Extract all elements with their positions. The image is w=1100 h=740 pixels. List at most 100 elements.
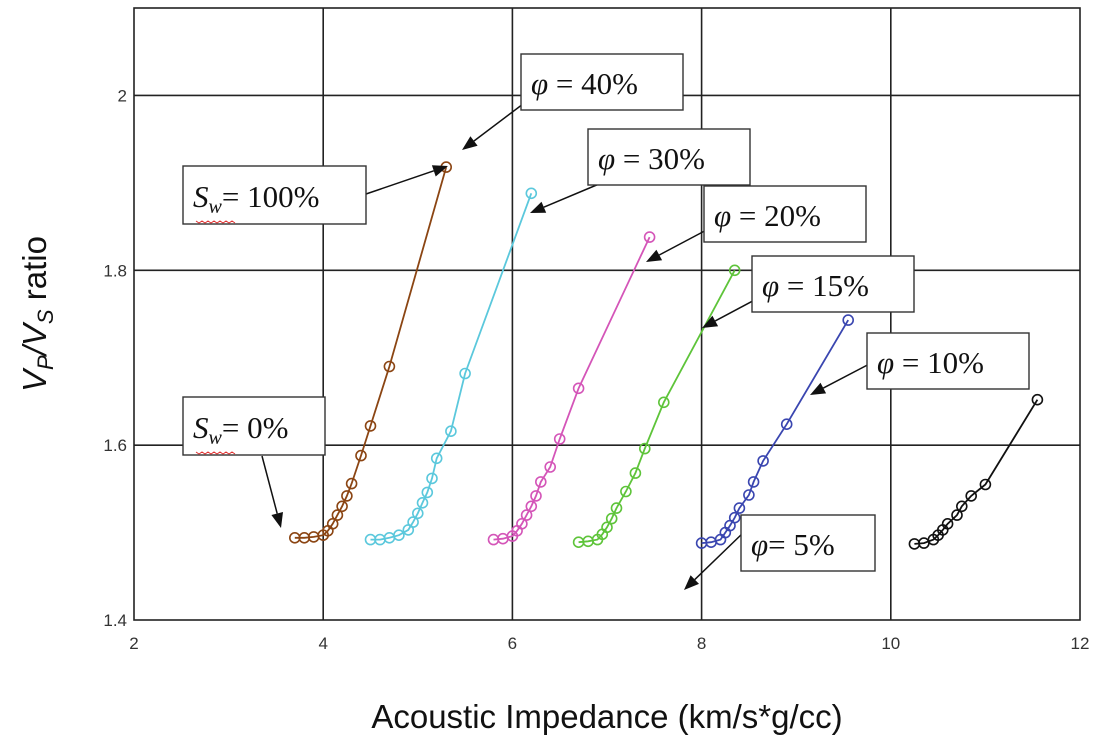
data-point (355, 449, 367, 462)
sw-subscript: w (209, 196, 223, 218)
data-point (326, 517, 339, 530)
data-point (445, 425, 457, 438)
y-tick-label: 1.8 (103, 261, 127, 280)
sw-subscript: w (209, 427, 223, 449)
annotation-phi-40: φ = 40% (520, 53, 684, 111)
annotation-arrow (684, 531, 745, 590)
svg-text:Sw= 0%: Sw= 0% (193, 410, 288, 449)
spellcheck-underline (195, 451, 236, 455)
series-1 (364, 187, 538, 546)
phi-symbol: φ (714, 198, 731, 233)
data-point (728, 264, 741, 277)
x-tick-label: 4 (318, 634, 327, 653)
phi-symbol: φ (762, 268, 779, 303)
y-tick-label: 2 (118, 86, 127, 105)
data-point (572, 382, 585, 395)
sw-symbol: S (193, 410, 209, 445)
data-point (553, 433, 566, 445)
data-point (341, 490, 353, 502)
data-point (525, 187, 538, 200)
series-0 (288, 161, 453, 544)
data-point (336, 500, 348, 513)
svg-text:Sw= 100%: Sw= 100% (193, 179, 319, 218)
svg-text:φ = 40%: φ = 40% (531, 66, 638, 101)
spellcheck-underline (195, 220, 236, 224)
data-point (941, 517, 954, 530)
annotation-phi-30: φ = 30% (587, 128, 751, 186)
data-point (979, 478, 992, 491)
svg-text:φ = 20%: φ = 20% (714, 198, 821, 233)
annotation-phi-15: φ = 15% (751, 255, 915, 313)
data-point (757, 455, 769, 467)
data-point (459, 367, 471, 380)
x-axis-title: Acoustic Impedance (km/s*g/cc) (371, 698, 842, 735)
data-point (426, 472, 438, 485)
series-2 (487, 231, 656, 546)
annotation-phi-20: φ = 20% (703, 185, 867, 243)
plot-area-border (133, 7, 1081, 621)
data-point (620, 485, 632, 498)
data-point (965, 490, 978, 502)
x-tick-label: 2 (129, 634, 138, 653)
data-point (383, 360, 396, 373)
data-point (393, 529, 405, 542)
x-tick-label: 12 (1071, 634, 1090, 653)
data-point (544, 461, 557, 473)
data-point (416, 496, 429, 509)
data-point (610, 502, 623, 514)
svg-text:φ = 30%: φ = 30% (598, 141, 705, 176)
data-point (629, 467, 642, 479)
data-point (345, 477, 358, 490)
x-axis-tick-labels: 2 4 6 8 10 12 (129, 634, 1089, 653)
sw-symbol: S (193, 179, 209, 214)
annotation-arrow (261, 455, 283, 528)
data-point (430, 452, 443, 465)
data-point (743, 489, 755, 501)
data-point (601, 521, 613, 534)
data-point (638, 442, 651, 455)
data-point (842, 314, 855, 326)
data-point (530, 490, 542, 502)
data-series (288, 161, 1044, 550)
phi-symbol: φ (877, 345, 894, 380)
x-tick-label: 6 (508, 634, 517, 653)
phi-symbol: φ (598, 141, 615, 176)
data-point (605, 512, 618, 525)
data-point (780, 418, 793, 431)
series-3 (572, 264, 741, 549)
series-line (578, 269, 736, 544)
data-point (525, 500, 538, 513)
data-point (407, 516, 419, 528)
x-tick-label: 8 (697, 634, 706, 653)
data-point (657, 396, 670, 409)
data-point (643, 231, 656, 243)
annotation-sw-100: Sw= 100% (182, 165, 367, 225)
data-point (364, 420, 377, 432)
svg-text:φ = 10%: φ = 10% (877, 345, 984, 380)
x-tick-label: 10 (881, 634, 900, 653)
svg-text:φ= 5%: φ= 5% (751, 527, 835, 562)
data-point (520, 509, 533, 521)
data-point (516, 517, 528, 530)
annotation-phi-5: φ= 5% (740, 514, 876, 572)
data-point (534, 476, 547, 488)
series-line (493, 236, 651, 541)
data-point (1031, 393, 1044, 406)
data-point (733, 502, 746, 514)
data-point (331, 509, 344, 521)
series-5 (908, 393, 1044, 550)
data-point (411, 507, 424, 520)
annotation-sw-0: Sw= 0% (182, 396, 326, 456)
data-point (951, 509, 963, 521)
series-line (701, 319, 849, 544)
y-tick-label: 1.4 (103, 611, 127, 630)
annotation-arrow (530, 183, 600, 213)
annotation-arrow (365, 165, 448, 195)
data-point (747, 476, 760, 488)
svg-text:φ = 15%: φ = 15% (762, 268, 869, 303)
phi-symbol: φ (751, 527, 768, 562)
data-point (421, 486, 434, 499)
phi-symbol: φ (531, 66, 548, 101)
annotation-phi-10: φ = 10% (866, 332, 1030, 390)
